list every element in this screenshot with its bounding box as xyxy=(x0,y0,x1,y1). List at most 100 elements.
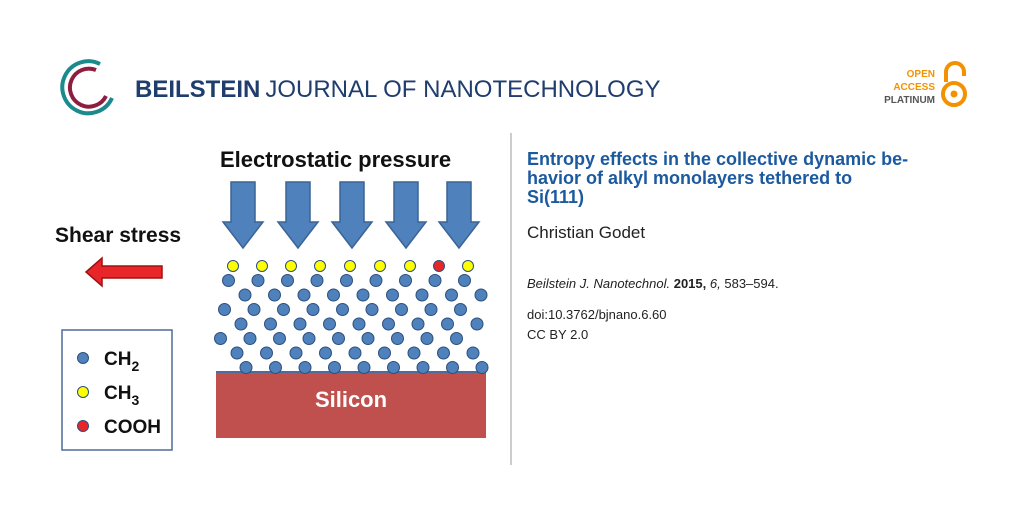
figure-label: Shear stress xyxy=(55,224,181,247)
title-line: Si(111) xyxy=(527,187,585,207)
ch3-bead xyxy=(256,260,268,272)
title-line: havior of alkyl monolayers tethered to xyxy=(527,168,853,188)
ch2-bead xyxy=(378,346,391,360)
ch2-bead xyxy=(361,332,375,345)
lock-icon xyxy=(941,81,967,107)
ch2-bead xyxy=(395,303,408,316)
ch2-bead xyxy=(441,317,454,331)
ch2-bead xyxy=(289,346,303,360)
ch2-bead xyxy=(230,346,244,360)
ch2-bead xyxy=(247,303,261,316)
ch2-bead xyxy=(340,274,353,287)
author: Christian Godet xyxy=(527,223,646,242)
legend-marker xyxy=(77,420,89,432)
ch3-bead xyxy=(344,260,356,272)
ch2-bead xyxy=(454,303,467,316)
article-title: Entropy effects in the collective dynami… xyxy=(527,150,997,207)
ch2-bead xyxy=(387,361,400,374)
ch2-bead xyxy=(411,317,425,331)
badge-text: PLATINUM xyxy=(884,95,935,106)
identifiers: doi:10.3762/bjnano.6.60 CC BY 2.0 xyxy=(527,305,667,345)
ch2-bead xyxy=(277,303,290,316)
ch2-bead xyxy=(327,288,340,302)
title-line: Entropy effects in the collective dynami… xyxy=(527,149,909,169)
ch2-bead xyxy=(306,303,320,316)
legend-marker xyxy=(77,352,89,364)
ch2-bead xyxy=(348,346,362,360)
lock-icon xyxy=(950,90,958,98)
ch2-bead xyxy=(293,317,307,331)
pressure-arrow xyxy=(437,181,481,250)
shear-arrow xyxy=(84,256,163,288)
ch2-bead xyxy=(466,346,480,360)
ch2-bead xyxy=(356,288,370,302)
ch2-bead xyxy=(399,274,412,287)
ch2-bead xyxy=(437,346,450,360)
ch2-bead xyxy=(474,288,488,302)
legend-sub: 2 xyxy=(131,358,139,374)
ch2-bead xyxy=(264,317,277,331)
ch2-bead xyxy=(352,317,366,331)
ch2-bead xyxy=(369,274,383,287)
ch3-bead xyxy=(285,260,297,272)
ch2-bead xyxy=(357,361,371,374)
pressure-arrow xyxy=(384,181,428,250)
legend-label: CH3 xyxy=(104,383,139,408)
ch2-bead xyxy=(475,361,489,374)
ch2-bead xyxy=(428,274,442,287)
ch2-bead xyxy=(281,274,294,287)
legend-label: CH2 xyxy=(104,349,139,374)
ch2-bead xyxy=(445,288,458,302)
ch2-bead xyxy=(243,332,257,345)
ch2-bead xyxy=(273,332,286,345)
ch2-bead xyxy=(382,317,395,331)
legend-base: CH xyxy=(104,383,131,404)
legend-sub: 3 xyxy=(131,392,139,408)
pressure-arrow xyxy=(221,181,265,250)
logo-arc xyxy=(68,66,108,109)
pressure-arrows xyxy=(221,181,481,250)
legend: CH2 CH3 COOH xyxy=(77,349,161,438)
ch2-bead xyxy=(458,274,471,287)
ch3-bead xyxy=(374,260,386,272)
ch2-bead xyxy=(328,361,341,374)
ch2-bead xyxy=(218,303,231,316)
ch2-bead xyxy=(238,288,252,302)
license: CC BY 2.0 xyxy=(527,327,589,342)
badge-text: OPEN xyxy=(907,69,935,80)
year: 2015, xyxy=(673,276,707,291)
ch2-bead xyxy=(420,332,434,345)
ch2-bead xyxy=(407,346,421,360)
ch2-bead xyxy=(332,332,345,345)
ch2-bead xyxy=(310,274,324,287)
ch2-bead xyxy=(336,303,349,316)
ch2-bead xyxy=(239,361,253,374)
ch2-bead xyxy=(391,332,404,345)
logo-text: BEILSTEIN JOURNAL OF NANOTECHNOLOGY xyxy=(135,76,661,103)
ch2-bead xyxy=(365,303,379,316)
ch3-bead xyxy=(462,260,474,272)
lock-icon xyxy=(944,61,966,82)
pressure-arrow xyxy=(276,181,320,250)
ch2-bead xyxy=(234,317,248,331)
ch2-bead xyxy=(268,288,281,302)
ch2-bead xyxy=(269,361,282,374)
ch2-bead xyxy=(415,288,429,302)
ch2-bead xyxy=(260,346,273,360)
ch2-bead xyxy=(298,361,312,374)
ch2-bead xyxy=(214,332,227,345)
ch2-bead xyxy=(386,288,399,302)
pressure-arrow xyxy=(330,181,374,250)
substrate-label: Silicon xyxy=(315,387,387,412)
ch2-bead xyxy=(470,317,484,331)
ch2-bead xyxy=(302,332,316,345)
ch2-bead xyxy=(424,303,438,316)
ch2-bead xyxy=(319,346,332,360)
logo-arc xyxy=(60,59,114,116)
legend-base: COOH xyxy=(104,417,161,438)
legend-label: COOH xyxy=(104,417,161,438)
ch3-bead xyxy=(314,260,326,272)
figure-label: Electrostatic pressure xyxy=(220,147,451,172)
cooh-bead xyxy=(433,260,445,272)
